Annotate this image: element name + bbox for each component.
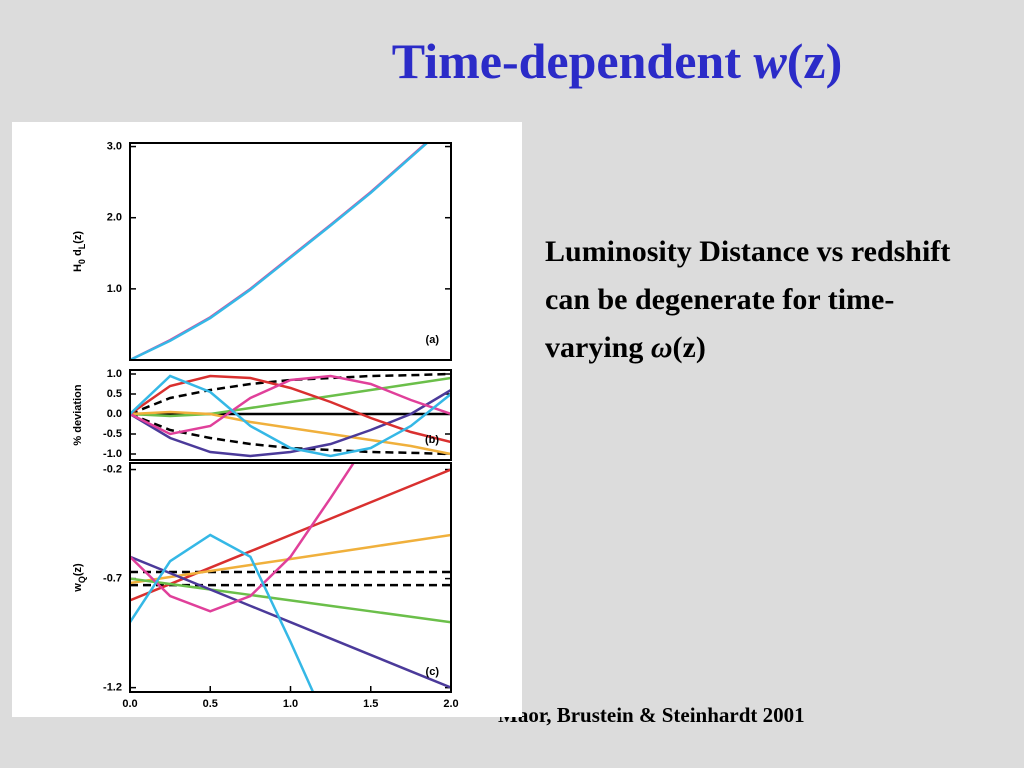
x-tick-label: 2.0 [443, 698, 458, 710]
y-tick-label: 0.5 [107, 388, 122, 400]
y-axis-label-part: % deviation [72, 384, 84, 445]
y-axis-label: % deviation [72, 384, 84, 445]
series-line [130, 555, 451, 689]
slide-title: Time-dependent w(z) [0, 32, 1024, 90]
title-part: w [753, 33, 787, 89]
text-part: ω [650, 331, 673, 364]
panel-label: (a) [426, 334, 440, 346]
series-line [130, 374, 451, 436]
plot-frame [129, 462, 452, 693]
series-line [130, 374, 451, 458]
plot-lines [130, 372, 451, 458]
y-tick-label: 0.0 [107, 408, 122, 420]
series-line [130, 388, 451, 458]
series-line [130, 412, 451, 456]
x-tick-label: 0.0 [122, 698, 137, 710]
series-line [130, 533, 315, 692]
panel-label: (b) [425, 434, 439, 446]
series-line [130, 376, 451, 418]
y-axis-label: H0 dL(z) [72, 231, 87, 272]
y-axis-label-part: H [72, 264, 84, 272]
y-tick-label: 1.0 [107, 368, 122, 380]
panel-label: (c) [426, 666, 440, 678]
y-axis-label-part: (z) [72, 231, 84, 244]
x-tick-label: 1.5 [363, 698, 378, 710]
y-axis-label-part: 0 [77, 259, 87, 264]
series-line [130, 577, 451, 624]
series-line [130, 143, 429, 360]
y-tick-label: 1.0 [107, 283, 122, 295]
credit: Maor, Brustein & Steinhardt 2001 [498, 703, 805, 727]
y-axis-label-part: (z) [72, 563, 84, 576]
slide-text: Luminosity Distance vs redshift can be d… [545, 228, 965, 372]
text-part: Luminosity Distance vs redshift can be d… [545, 235, 951, 364]
y-tick-label: -1.2 [103, 682, 122, 694]
series-line [130, 533, 451, 585]
y-axis-label-part: Q [77, 576, 87, 583]
y-axis-label-part: w [72, 583, 84, 593]
y-tick-label: 2.0 [107, 212, 122, 224]
series-line [130, 372, 451, 416]
figure-background [12, 122, 522, 717]
y-tick-label: 3.0 [107, 140, 122, 152]
series-line [130, 463, 356, 613]
y-axis-label-part: L [77, 243, 87, 249]
y-tick-label: -0.7 [103, 572, 122, 584]
title-part: Time-dependent [391, 33, 754, 89]
plot-frame [129, 369, 452, 461]
y-tick-label: -0.5 [103, 428, 122, 440]
y-axis-label: wQ(z) [72, 563, 87, 593]
x-tick-label: 1.0 [283, 698, 298, 710]
title-part: (z) [786, 33, 843, 89]
plot-frame [129, 142, 452, 361]
plot-lines [130, 463, 451, 692]
y-tick-label: -0.2 [103, 463, 122, 475]
y-tick-label: -1.0 [103, 448, 122, 460]
plot-lines [130, 143, 429, 360]
x-tick-label: 0.5 [203, 698, 218, 710]
y-axis-label-part: d [72, 249, 84, 259]
text-part: (z) [672, 331, 706, 364]
series-line [130, 410, 451, 456]
